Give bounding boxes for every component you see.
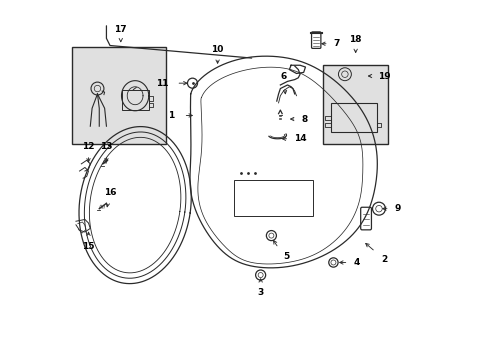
Bar xyxy=(323,65,387,144)
Text: 3: 3 xyxy=(257,288,263,297)
Text: 13: 13 xyxy=(100,141,112,150)
Text: 17: 17 xyxy=(114,25,127,34)
Bar xyxy=(330,103,376,132)
Text: 14: 14 xyxy=(293,134,306,143)
Bar xyxy=(122,90,148,110)
Bar xyxy=(72,47,165,144)
Text: 5: 5 xyxy=(283,252,289,261)
Text: 12: 12 xyxy=(82,141,95,150)
Text: 2: 2 xyxy=(380,255,386,264)
Text: 7: 7 xyxy=(333,39,339,48)
Bar xyxy=(233,180,312,216)
Text: 15: 15 xyxy=(82,242,95,251)
Text: 4: 4 xyxy=(353,258,360,267)
Text: 10: 10 xyxy=(211,45,224,54)
Text: 18: 18 xyxy=(349,35,361,44)
Text: 11: 11 xyxy=(156,79,168,88)
Text: 8: 8 xyxy=(301,114,307,123)
Text: 1: 1 xyxy=(168,111,174,120)
Text: 19: 19 xyxy=(377,72,390,81)
Text: 16: 16 xyxy=(103,188,116,197)
Text: 6: 6 xyxy=(280,72,286,81)
Text: 9: 9 xyxy=(394,204,400,213)
